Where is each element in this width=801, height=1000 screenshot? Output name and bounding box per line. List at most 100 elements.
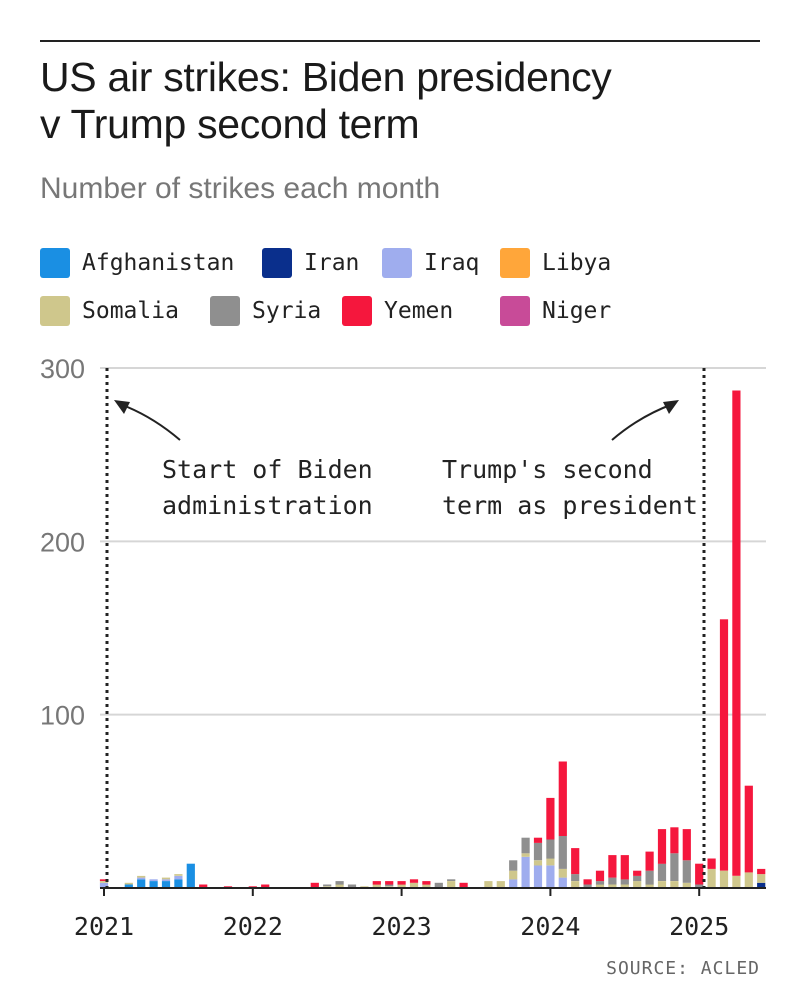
bar-2022-08-somalia <box>335 884 344 888</box>
legend-label-syria: Syria <box>252 298 322 324</box>
trump-arrow <box>611 403 674 441</box>
legend-label-niger: Niger <box>542 298 612 324</box>
bar-2025-02-somalia <box>707 868 716 888</box>
legend-item-libya: Libya <box>500 248 611 278</box>
bar-2021-06-afghanistan <box>161 881 171 888</box>
bar-2023-05-syria <box>447 879 456 881</box>
chart-title: US air strikes: Biden presidency v Trump… <box>40 54 780 148</box>
legend-item-syria: Syria <box>210 296 321 326</box>
bar-2022-07-syria <box>323 884 332 887</box>
bar-2024-11-somalia <box>670 881 679 888</box>
bar-2022-02-yemen <box>261 884 270 888</box>
bar-2024-12-somalia <box>682 882 691 888</box>
bar-2024-05-syria <box>595 881 605 885</box>
bar-2024-06-syria <box>608 877 617 885</box>
bar-2025-03-somalia <box>719 870 729 888</box>
bar-2021-08-afghanistan <box>186 863 195 888</box>
bar-2024-02-somalia <box>558 868 567 878</box>
biden-arrowhead-icon <box>114 400 130 414</box>
bar-2025-06-somalia <box>757 874 766 883</box>
bar-2024-07-yemen <box>620 855 629 880</box>
bar-2025-04-yemen <box>732 390 741 876</box>
y-tick-label-100: 100 <box>40 701 85 731</box>
legend-item-iraq: Iraq <box>382 248 479 278</box>
bar-2024-01-syria <box>546 839 555 859</box>
bar-2021-05-afghanistan <box>149 881 158 888</box>
bar-2025-04-somalia <box>732 875 741 888</box>
bar-2021-04-somalia <box>137 875 146 878</box>
title-line-1: US air strikes: Biden presidency <box>40 54 612 100</box>
bar-2025-01-yemen <box>695 863 704 885</box>
bar-2022-12-yemen <box>385 881 394 885</box>
legend-item-niger: Niger <box>500 296 611 326</box>
bar-2024-03-syria <box>571 874 580 881</box>
bar-2024-10-somalia <box>657 881 667 888</box>
biden-annotation-line-1: Start of Biden <box>162 455 373 484</box>
bar-2024-06-yemen <box>608 855 617 878</box>
bar-2024-09-yemen <box>645 851 654 871</box>
chart-subtitle: Number of strikes each month <box>40 172 441 205</box>
bar-2021-03-afghanistan <box>124 884 133 888</box>
legend-item-yemen: Yemen <box>342 296 453 326</box>
bar-2024-09-syria <box>645 870 654 885</box>
bar-2025-02-yemen <box>707 858 716 869</box>
bar-2021-01-yemen <box>99 879 109 881</box>
bar-2023-05-somalia <box>447 881 456 888</box>
bar-2025-06-yemen <box>757 868 766 875</box>
legend-swatch-niger <box>500 296 530 326</box>
bar-2025-06-iran <box>757 882 766 888</box>
bar-2023-04-syria <box>434 882 443 888</box>
bar-2023-02-yemen <box>409 879 419 883</box>
bar-2023-01-yemen <box>397 881 406 885</box>
bar-2024-07-somalia <box>620 884 629 888</box>
bar-2021-07-somalia <box>174 874 183 876</box>
bar-2024-02-iraq <box>558 877 567 888</box>
bar-2024-12-yemen <box>682 829 691 861</box>
legend-item-afghanistan: Afghanistan <box>40 248 234 278</box>
x-tick-label-2024: 2024 <box>520 912 580 941</box>
bar-2024-06-somalia <box>608 884 617 888</box>
bar-2023-09-somalia <box>496 881 505 888</box>
bar-2024-03-somalia <box>571 881 580 888</box>
gridlines: 100 200 300 <box>40 354 766 731</box>
bar-2023-10-syria <box>509 860 518 871</box>
bar-2022-11-yemen <box>372 881 381 885</box>
legend-item-somalia: Somalia <box>40 296 179 326</box>
trump-annotation-line-2: term as president <box>442 491 698 520</box>
bar-2022-12-syria <box>385 884 394 887</box>
bar-2023-12-somalia <box>533 860 543 866</box>
bar-2025-01-syria <box>695 884 704 888</box>
bar-2021-09-yemen <box>199 884 208 888</box>
bar-2023-10-somalia <box>509 870 518 880</box>
bar-2024-01-iraq <box>546 865 555 888</box>
trump-annotation-line-1: Trump's second <box>442 455 653 484</box>
bar-2023-01-somalia <box>397 884 406 888</box>
bar-2023-11-syria <box>521 837 530 854</box>
bar-2024-08-syria <box>633 875 642 882</box>
x-tick-label-2022: 2022 <box>223 912 283 941</box>
bar-2024-01-yemen <box>546 797 555 840</box>
legend-swatch-iran <box>262 248 292 278</box>
legend-label-yemen: Yemen <box>384 298 454 324</box>
bar-2021-06-somalia <box>161 877 171 880</box>
bar-2024-01-somalia <box>546 858 555 866</box>
bar-2023-11-somalia <box>521 853 530 857</box>
x-tick-label-2023: 2023 <box>371 912 431 941</box>
bar-2024-11-yemen <box>670 827 679 854</box>
legend-swatch-iraq <box>382 248 412 278</box>
bars <box>99 390 766 888</box>
bar-2023-08-somalia <box>484 881 493 888</box>
source-note: SOURCE: ACLED <box>606 958 760 979</box>
bar-2023-12-yemen <box>533 837 543 843</box>
bar-2024-03-yemen <box>571 848 580 875</box>
x-tick-label-2021: 2021 <box>74 912 134 941</box>
bar-2024-09-somalia <box>645 884 654 888</box>
biden-arrow <box>119 403 181 441</box>
bar-2021-01-somalia <box>99 881 109 883</box>
bar-2023-11-iraq <box>521 856 530 888</box>
top-rule <box>40 40 760 42</box>
bar-chart: 100 200 300 2021 2022 2023 2024 2025 Start of … <box>40 354 766 941</box>
bar-2022-09-syria <box>347 884 357 888</box>
legend-label-libya: Libya <box>542 250 612 276</box>
bar-2023-02-somalia <box>409 882 419 888</box>
